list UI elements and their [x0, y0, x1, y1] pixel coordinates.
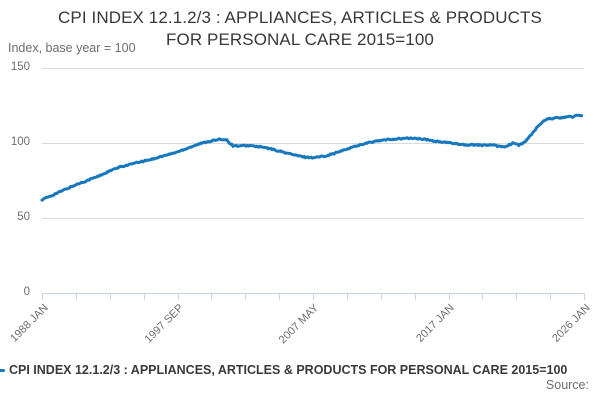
chart-title-line1: CPI INDEX 12.1.2/3 : APPLIANCES, ARTICLE… [58, 8, 542, 27]
y-axis-tick-label: 150 [10, 61, 30, 73]
chart-title: CPI INDEX 12.1.2/3 : APPLIANCES, ARTICLE… [0, 7, 600, 51]
legend-series-label: CPI INDEX 12.1.2/3 : APPLIANCES, ARTICLE… [9, 363, 568, 377]
source-label: Source: [545, 378, 589, 392]
y-axis-tick-label: 50 [17, 211, 30, 223]
y-axis-tick-label: 0 [23, 286, 30, 298]
y-axis-unit-label: Index, base year = 100 [8, 41, 136, 55]
y-axis-tick-label: 100 [10, 136, 30, 148]
legend: CPI INDEX 12.1.2/3 : APPLIANCES, ARTICLE… [0, 362, 600, 378]
chart-title-line2: FOR PERSONAL CARE 2015=100 [166, 30, 434, 49]
data-line-series [40, 113, 584, 202]
legend-line-marker-icon [0, 368, 5, 372]
